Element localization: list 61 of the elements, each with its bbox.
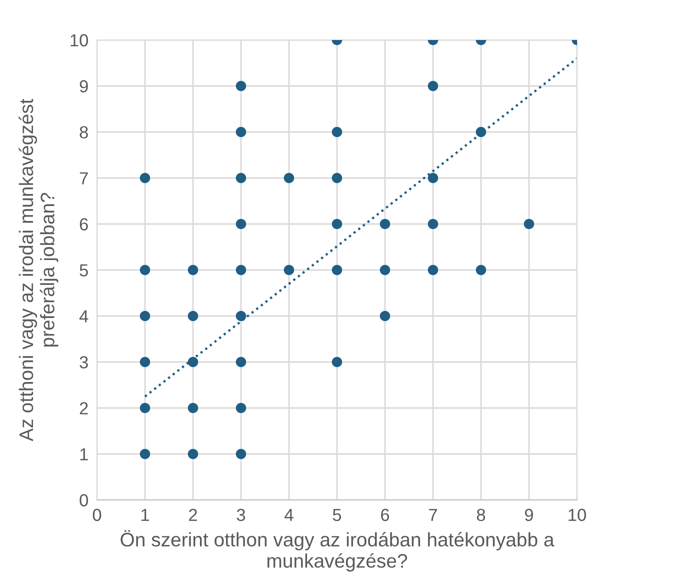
point [236,264,246,276]
point [140,310,150,322]
point [188,264,198,276]
y-tick-label: 4 [79,310,88,322]
x-tick-label: 6 [381,508,390,522]
point [476,264,486,276]
point [140,448,150,460]
point [380,218,390,230]
point [236,172,246,184]
point [140,172,150,184]
point [188,402,198,414]
x-tick-label: 5 [332,508,342,522]
y-tick-label: 1 [80,448,88,460]
point [236,448,246,460]
y-tick-label: 10 [70,34,88,46]
point [380,310,390,322]
point [428,218,438,230]
point [428,264,438,276]
y-tick-label: 5 [80,264,88,276]
x-tick-label: 3 [236,508,246,522]
point [332,126,342,138]
point [140,402,150,414]
y-tick-label: 0 [80,494,88,506]
point [332,218,342,230]
point [236,310,246,322]
y-tick-label: 3 [80,356,88,368]
y-tick-label: 7 [80,172,88,184]
point [428,80,438,92]
point [380,264,390,276]
point [140,264,150,276]
point [188,448,198,460]
point [284,264,294,276]
point [284,172,294,184]
point [236,356,246,368]
point [188,310,198,322]
point [188,356,198,368]
y-tick-label: 9 [80,80,88,92]
x-tick-label: 7 [429,508,437,521]
x-tick-label: 0 [92,508,102,522]
point [332,356,342,368]
point [236,218,246,230]
point [428,172,438,184]
x-tick-label: 8 [476,508,486,522]
x-tick-label: 4 [284,508,294,521]
point [236,126,246,138]
x-tick-label: 2 [189,508,197,521]
point [524,218,534,230]
point [476,126,486,138]
point [332,264,342,276]
x-tick-label: 10 [568,508,586,522]
point [236,80,246,92]
x-tick-label: 1 [141,508,149,521]
point [236,402,246,414]
point [140,356,150,368]
x-tick-label: 9 [524,508,534,522]
point [332,172,342,184]
y-axis-title: Az otthoni vagy az irodai munkavégzést preferálja jobban? [18,98,58,442]
y-tick-label: 8 [80,126,88,138]
y-tick-label: 6 [80,218,88,230]
x-axis-title: Ön szerint otthon vagy az irodában hatékonyabb a munkavégzése? [120,530,554,572]
y-tick-label: 2 [80,402,88,414]
